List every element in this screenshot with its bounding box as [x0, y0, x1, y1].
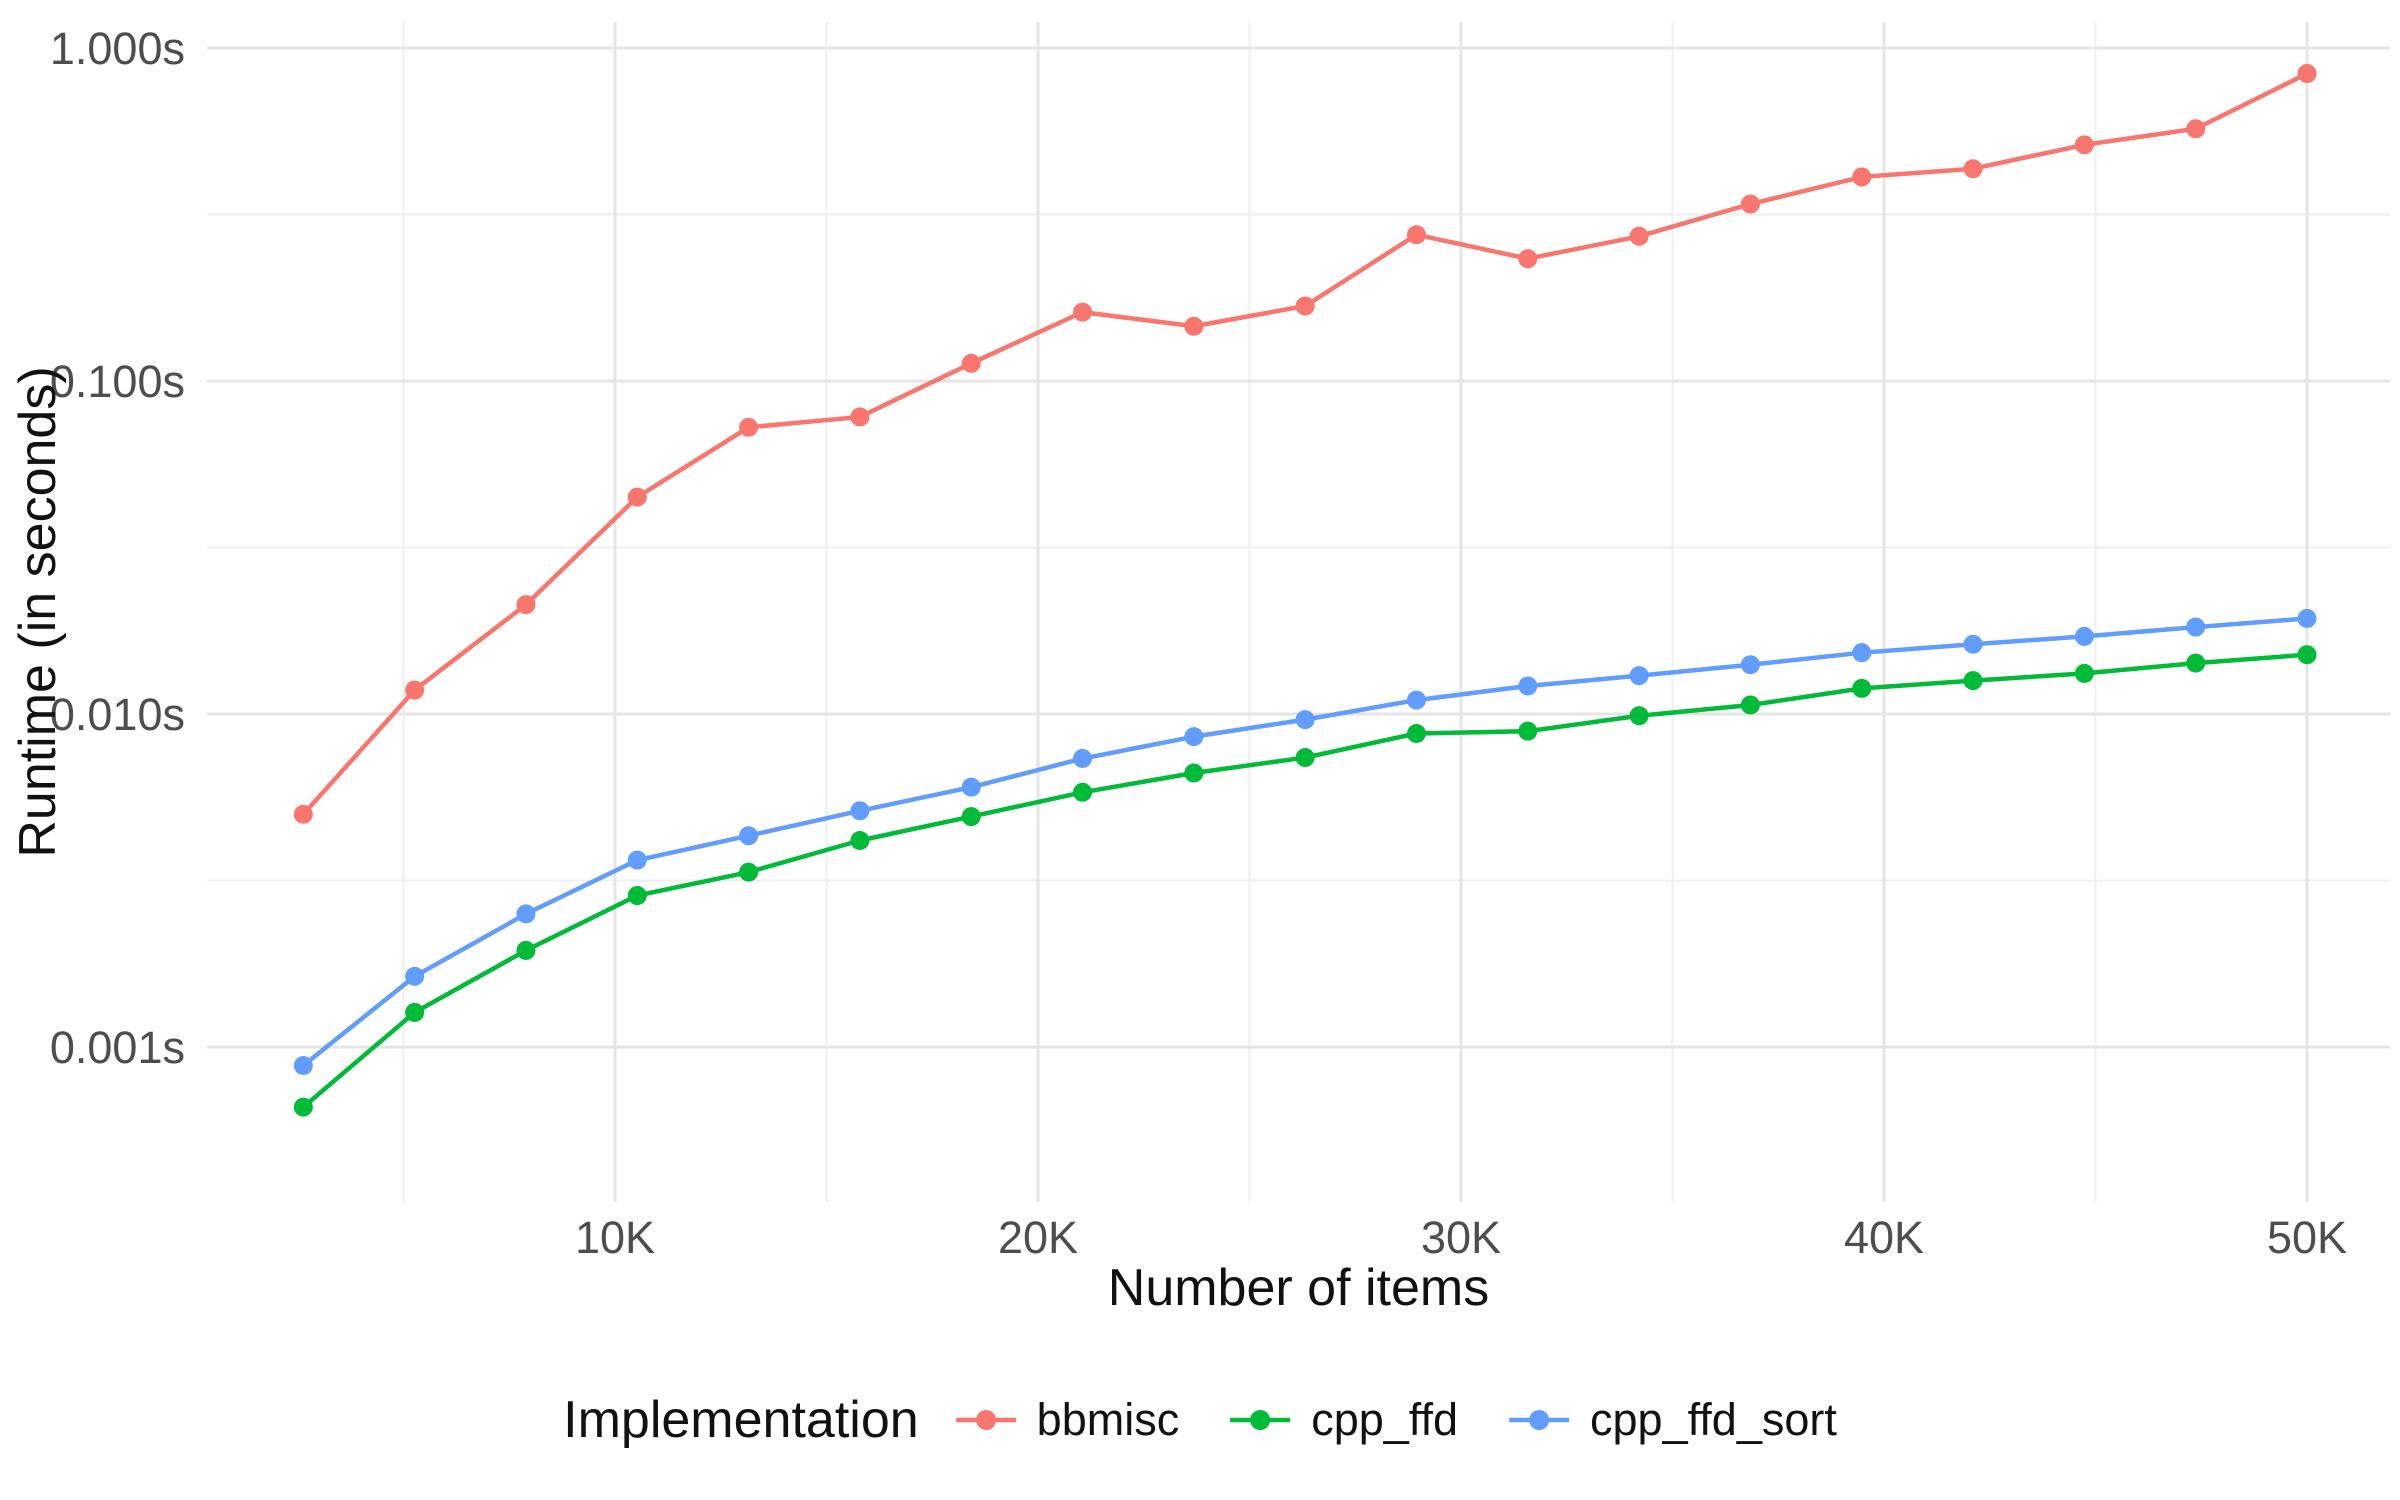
series-point-cpp_ffd: [2297, 645, 2317, 665]
series-point-bbmisc: [405, 680, 425, 700]
series-point-bbmisc: [1740, 194, 1760, 214]
series-point-bbmisc: [739, 417, 759, 437]
series-point-cpp_ffd: [739, 862, 759, 882]
series-point-bbmisc: [1518, 249, 1538, 269]
series-point-cpp_ffd_sort: [1184, 727, 1204, 747]
legend-entry: cpp_ffd: [1227, 1394, 1458, 1446]
series-point-cpp_ffd: [1963, 671, 1983, 691]
series-point-cpp_ffd_sort: [961, 777, 981, 797]
series-point-cpp_ffd: [2074, 663, 2094, 683]
series-point-cpp_ffd_sort: [1295, 710, 1315, 730]
legend-title: Implementation: [563, 1391, 919, 1449]
series-point-cpp_ffd_sort: [2297, 608, 2317, 628]
series-point-cpp_ffd_sort: [850, 801, 870, 821]
series-point-bbmisc: [1184, 316, 1204, 336]
x-axis-tick-label: 40K: [1844, 1212, 1924, 1263]
series-point-cpp_ffd_sort: [1518, 676, 1538, 696]
x-axis-tick-label: 50K: [2267, 1212, 2347, 1263]
series-point-bbmisc: [1295, 296, 1315, 316]
series-point-bbmisc: [2074, 135, 2094, 155]
legend: Implementation bbmisc cpp_ffd cpp_ffd_so…: [563, 1384, 1837, 1456]
series-point-cpp_ffd_sort: [1740, 655, 1760, 675]
series-point-cpp_ffd_sort: [1073, 749, 1093, 769]
y-axis-tick-label: 0.010s: [50, 689, 185, 740]
x-axis-title: Number of items: [1107, 1259, 1490, 1317]
series-point-cpp_ffd: [516, 940, 536, 960]
series-point-bbmisc: [2186, 119, 2206, 139]
series-point-bbmisc: [1073, 302, 1093, 322]
series-point-cpp_ffd: [1740, 695, 1760, 715]
x-axis-tick-label: 10K: [575, 1212, 655, 1263]
series-point-cpp_ffd_sort: [293, 1055, 313, 1075]
series-point-cpp_ffd: [850, 830, 870, 850]
series-line-bbmisc: [301, 71, 2310, 817]
legend-entry-label: bbmisc: [1036, 1394, 1180, 1445]
series-point-cpp_ffd: [1629, 706, 1649, 726]
y-axis-title: Runtime (in seconds): [9, 366, 67, 858]
series-point-cpp_ffd: [1295, 748, 1315, 768]
series-point-cpp_ffd: [1073, 782, 1093, 802]
series-point-bbmisc: [1629, 226, 1649, 246]
series-point-cpp_ffd_sort: [2074, 626, 2094, 646]
legend-entry-label: cpp_ffd_sort: [1590, 1394, 1837, 1445]
series-point-bbmisc: [2297, 64, 2317, 84]
series-point-cpp_ffd: [1406, 723, 1426, 743]
series-point-bbmisc: [961, 353, 981, 373]
legend-entry-label: cpp_ffd: [1311, 1394, 1459, 1445]
series-point-bbmisc: [627, 487, 647, 507]
series-point-bbmisc: [516, 595, 536, 615]
series-point-bbmisc: [850, 407, 870, 427]
series-point-cpp_ffd: [1852, 678, 1872, 698]
series-point-cpp_ffd: [1184, 763, 1204, 783]
legend-key-icon: [1509, 1410, 1570, 1430]
series-point-cpp_ffd: [1518, 721, 1538, 741]
y-axis-tick-label: 0.100s: [50, 356, 185, 407]
series-point-cpp_ffd: [405, 1002, 425, 1022]
series-point-cpp_ffd_sort: [1963, 634, 1983, 654]
legend-entries: bbmisc cpp_ffd cpp_ffd_sort: [953, 1394, 1837, 1446]
series-point-bbmisc: [293, 804, 313, 824]
legend-key-icon: [955, 1410, 1016, 1430]
legend-entry: bbmisc: [953, 1394, 1180, 1446]
series-line-cpp_ffd_sort: [301, 616, 2310, 1068]
series-point-bbmisc: [1406, 225, 1426, 245]
series-point-bbmisc: [1963, 159, 1983, 179]
series-point-cpp_ffd_sort: [739, 826, 759, 846]
series-point-cpp_ffd: [2186, 653, 2206, 673]
x-axis-tick-label: 20K: [998, 1212, 1078, 1263]
series-point-cpp_ffd_sort: [516, 904, 536, 924]
series-point-cpp_ffd_sort: [1629, 666, 1649, 686]
y-axis-tick-label: 0.001s: [50, 1022, 185, 1073]
series-point-cpp_ffd_sort: [627, 850, 647, 870]
series-point-cpp_ffd: [627, 886, 647, 906]
series-point-cpp_ffd: [961, 807, 981, 827]
legend-key-point: [1250, 1410, 1271, 1430]
series-point-bbmisc: [1852, 167, 1872, 187]
legend-key-point: [1529, 1410, 1550, 1430]
series-point-cpp_ffd_sort: [405, 966, 425, 986]
series-point-cpp_ffd_sort: [1852, 643, 1872, 663]
series-point-cpp_ffd: [293, 1097, 313, 1117]
legend-entry: cpp_ffd_sort: [1506, 1394, 1837, 1446]
series-point-cpp_ffd_sort: [2186, 617, 2206, 637]
legend-key-point: [975, 1410, 996, 1430]
legend-key-icon: [1230, 1410, 1291, 1430]
x-axis-tick-label: 30K: [1421, 1212, 1501, 1263]
series-point-cpp_ffd_sort: [1406, 690, 1426, 710]
y-axis-tick-label: 1.000s: [50, 23, 185, 74]
